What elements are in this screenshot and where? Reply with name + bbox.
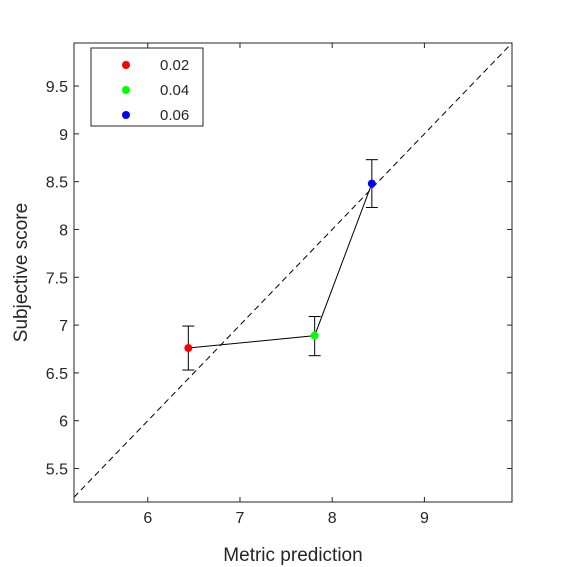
data-point-3	[367, 179, 376, 188]
y-tick-label: 5.5	[46, 462, 68, 479]
y-tick-label: 8	[59, 222, 68, 239]
legend-entry-3: 0.06	[122, 107, 189, 124]
plot-frame	[73, 42, 513, 503]
data-point-2	[310, 331, 319, 340]
legend-label: 0.02	[160, 57, 189, 74]
x-axis-label: Metric prediction	[223, 545, 362, 566]
legend-marker	[122, 86, 130, 94]
legend-label: 0.06	[160, 107, 189, 124]
y-tick-label: 8.5	[46, 175, 68, 192]
y-tick-label: 9	[59, 127, 68, 144]
reference-diagonal-line	[73, 42, 513, 498]
legend: 0.02 0.04 0.06	[90, 47, 204, 127]
y-axis-label: Subjective score	[11, 203, 32, 342]
y-tick-label: 6.5	[46, 366, 68, 383]
x-tick-label: 8	[328, 510, 337, 527]
y-tick-label: 7.5	[46, 270, 68, 287]
x-tick-label: 7	[236, 510, 245, 527]
y-tick-label: 9.5	[46, 79, 68, 96]
legend-entry-1: 0.02	[122, 57, 189, 74]
x-tick-label: 6	[143, 510, 152, 527]
legend-marker	[122, 61, 130, 69]
legend-entry-2: 0.04	[122, 82, 189, 99]
legend-marker	[122, 111, 130, 119]
y-tick-label: 7	[59, 318, 68, 335]
x-tick-label: 9	[420, 510, 429, 527]
legend-box	[90, 47, 204, 127]
y-tick-label: 6	[59, 414, 68, 431]
legend-label: 0.04	[160, 82, 189, 99]
data-point-1	[184, 344, 193, 353]
